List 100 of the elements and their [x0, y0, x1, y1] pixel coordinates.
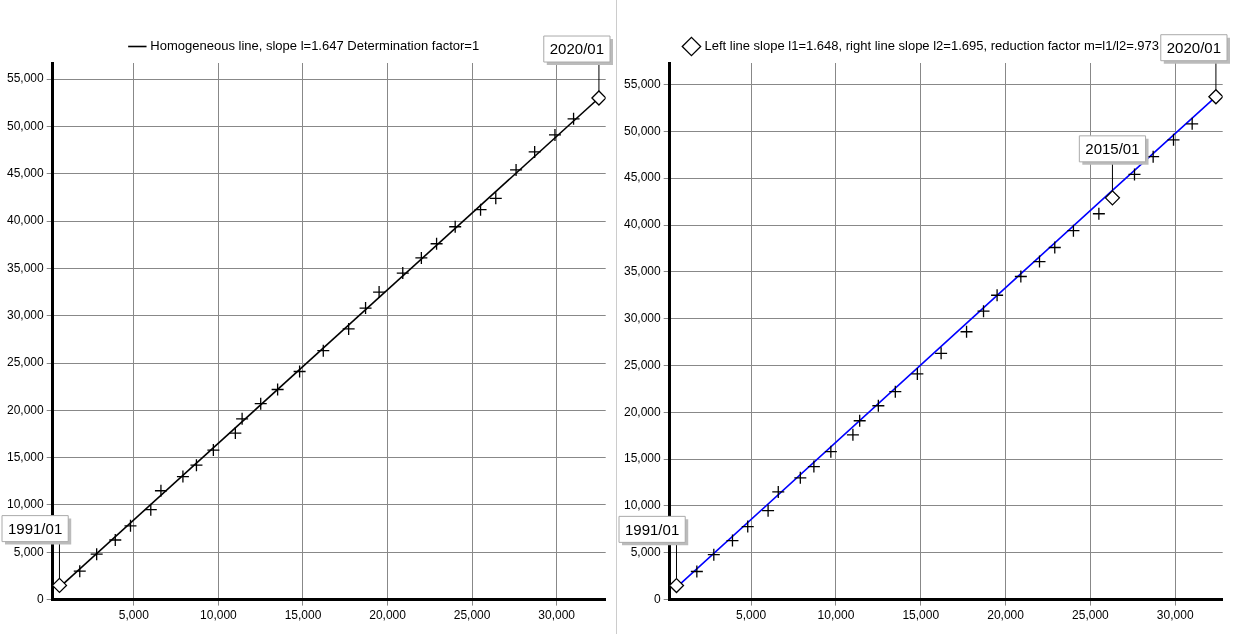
x-tick-label: 15,000 — [902, 608, 940, 623]
point — [429, 237, 444, 251]
point — [123, 519, 138, 533]
point — [669, 577, 685, 594]
point — [853, 414, 867, 428]
point — [1166, 133, 1181, 147]
point — [871, 399, 885, 413]
x-tick-label: 25,000 — [453, 608, 491, 623]
point — [235, 412, 249, 426]
point — [793, 471, 807, 485]
point — [1146, 150, 1160, 164]
y-tick-label: 20,000 — [7, 402, 45, 417]
y-tick-label: 25,000 — [624, 357, 662, 372]
point — [888, 385, 902, 399]
y-tick-label: 15,000 — [624, 451, 662, 466]
x-tick-label: 5,000 — [736, 608, 767, 623]
point — [154, 484, 168, 498]
point — [1104, 190, 1121, 206]
point — [108, 533, 122, 547]
y-tick-label: 0 — [654, 591, 662, 606]
point — [1092, 207, 1106, 221]
x-tick-label: 25,000 — [1072, 608, 1110, 623]
point — [292, 364, 307, 379]
point — [189, 458, 204, 472]
point — [846, 428, 860, 442]
y-tick-label: 40,000 — [7, 213, 45, 228]
point — [473, 203, 488, 217]
y-tick-label: 25,000 — [7, 355, 45, 370]
point — [807, 459, 821, 474]
point — [959, 325, 974, 339]
point — [591, 90, 606, 106]
point — [910, 367, 925, 381]
point — [316, 344, 330, 358]
point — [1127, 167, 1142, 182]
y-tick-label: 5,000 — [630, 545, 662, 560]
y-tick-label: 10,000 — [624, 498, 662, 513]
y-tick-label: 0 — [37, 591, 45, 606]
point — [254, 397, 268, 411]
point — [206, 443, 221, 457]
y-tick-label: 30,000 — [7, 308, 45, 322]
y-tick-label: 45,000 — [7, 166, 45, 181]
x-tick-label: 20,000 — [987, 608, 1025, 623]
point — [90, 547, 104, 561]
point — [372, 285, 386, 299]
point — [1066, 223, 1081, 238]
y-tick-label: 35,000 — [7, 260, 45, 275]
x-tick-label: 20,000 — [369, 608, 407, 623]
point — [1032, 254, 1047, 269]
point — [771, 485, 785, 499]
point — [1014, 269, 1028, 284]
annotation: 1991/01 — [7, 519, 63, 537]
point — [396, 266, 410, 280]
y-tick-label: 35,000 — [624, 264, 662, 279]
point — [934, 346, 948, 360]
y-tick-label: 5,000 — [13, 544, 45, 559]
point — [228, 426, 242, 440]
point — [414, 251, 429, 265]
point — [358, 301, 373, 315]
x-tick-label: 30,000 — [1156, 608, 1194, 623]
point — [548, 128, 562, 142]
point — [176, 469, 190, 484]
point — [1208, 89, 1223, 105]
point — [566, 112, 581, 126]
point — [761, 503, 775, 518]
x-tick-label: 5,000 — [118, 608, 150, 623]
point — [976, 304, 991, 318]
point — [489, 191, 503, 205]
y-tick-label: 10,000 — [7, 497, 45, 512]
point — [741, 519, 755, 534]
point — [690, 564, 704, 579]
annotation: 2020/01 — [549, 40, 605, 58]
point — [448, 220, 462, 234]
x-tick-label: 30,000 — [538, 608, 576, 623]
point — [1185, 117, 1199, 131]
y-tick-label: 50,000 — [624, 123, 662, 138]
legend-label: Left line slope l1=1.648, right line slope l2=1.695, reduction factor m=l1/l2=.973 — [704, 38, 1160, 54]
y-tick-label: 40,000 — [624, 217, 662, 232]
x-tick-label: 10,000 — [200, 608, 238, 623]
point — [725, 533, 740, 548]
point — [270, 382, 285, 397]
y-tick-label: 30,000 — [624, 310, 662, 325]
point — [528, 145, 542, 159]
point — [144, 503, 158, 517]
annotation: 2015/01 — [1085, 139, 1140, 157]
y-tick-label: 45,000 — [624, 170, 662, 185]
y-tick-label: 20,000 — [624, 404, 662, 419]
point — [824, 444, 838, 459]
y-tick-label: 15,000 — [7, 449, 45, 464]
y-tick-label: 50,000 — [7, 118, 45, 133]
x-tick-label: 10,000 — [817, 608, 855, 623]
point — [342, 322, 356, 336]
annotation: 2020/01 — [1166, 38, 1222, 56]
y-tick-label: 55,000 — [7, 71, 45, 86]
point — [509, 163, 523, 177]
point — [1048, 240, 1062, 255]
point — [73, 564, 87, 578]
annotation: 1991/01 — [624, 520, 680, 538]
legend-label: Homogeneous line, slope l=1.647 Determination factor=1 — [150, 38, 480, 54]
point — [990, 288, 1004, 302]
x-tick-label: 15,000 — [284, 608, 322, 623]
